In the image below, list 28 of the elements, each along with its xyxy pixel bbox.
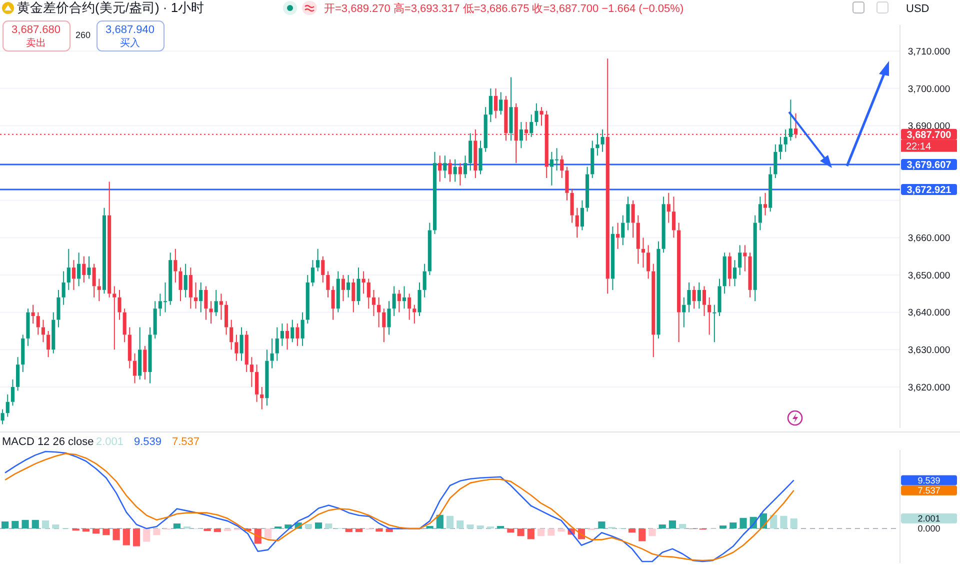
y-tick-label: 3,630.000 [908,344,950,356]
ref-line-label: 3,679.607 [906,160,952,172]
y-tick-label: 0.000 [918,524,940,534]
annotation: 3,687.940 [106,24,154,36]
text: 7.537 [172,436,200,448]
text: 开=3,689.270 高=3,693.317 低=3,686.675 收=3,687.700 −1.664 (−0.05%) [324,2,684,15]
text: 9.539 [134,436,162,448]
y-tick-label: 3,620.000 [908,382,950,394]
chart-title: 黄金差价合约(美元/盎司) · 1小时 [17,0,204,15]
chart-title: MACD 12 26 close [2,436,94,448]
annotation: 卖出 [26,37,46,49]
text: USD [906,3,930,15]
y-tick-label: 7.537 [918,486,940,496]
y-tick-label: 2.001 [918,514,940,524]
y-tick-label: 3,700.000 [908,84,950,95]
annotation: 260 [75,30,91,40]
y-tick-label: 3,710.000 [908,46,950,58]
annotation: 3,687.680 [12,24,60,36]
y-tick-label: 3,640.000 [908,308,950,319]
y-tick-label: 3,660.000 [908,233,950,244]
text: 22:14 [906,141,932,152]
annotation: 买入 [120,37,140,49]
y-tick-label: 3,690.000 [908,121,950,132]
y-tick-label: 9.539 [918,475,940,486]
y-tick-label: 3,650.000 [908,270,950,282]
ref-line-label: 3,687.700 [906,130,952,141]
ref-line-label: 3,672.921 [906,184,952,196]
text: 2.001 [96,436,124,448]
